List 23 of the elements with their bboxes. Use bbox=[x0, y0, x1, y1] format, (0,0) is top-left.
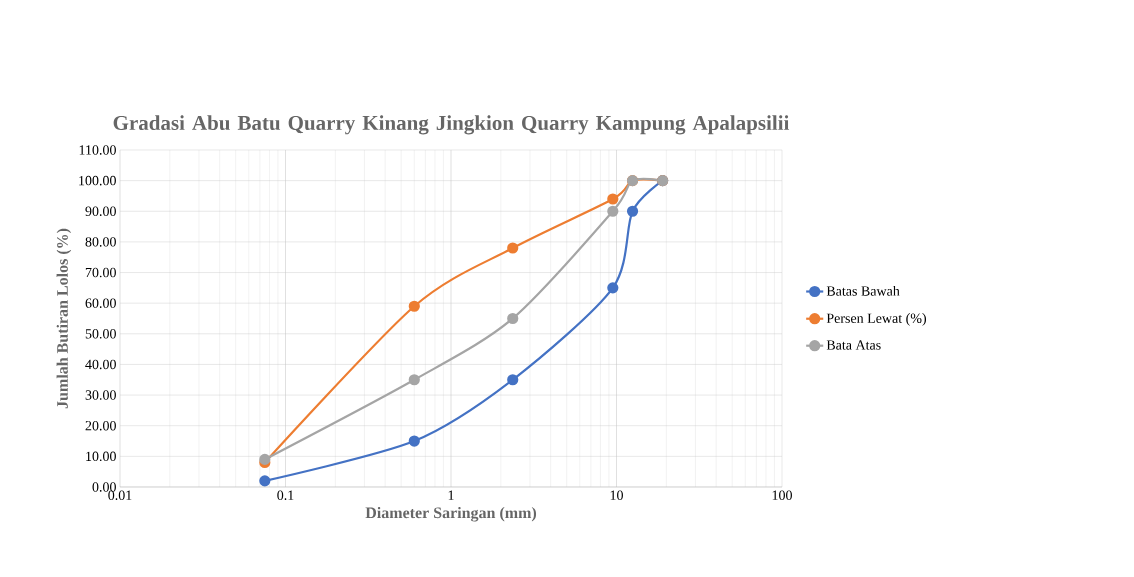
y-tick-label: 20.00 bbox=[85, 420, 116, 431]
legend-label: Batas Bawah bbox=[826, 285, 900, 296]
chart-title: Gradasi Abu Batu Quarry Kinang Jingkion Quarry Kampung Apalapsilii bbox=[113, 115, 790, 135]
x-tick-label: 100 bbox=[772, 490, 792, 500]
y-tick-label: 70.00 bbox=[85, 267, 116, 278]
y-tick-label: 40.00 bbox=[85, 359, 116, 370]
y-tick-label: 30.00 bbox=[85, 390, 116, 400]
y-axis-title: Jumlah Butiran Lolos (%) bbox=[56, 228, 72, 409]
y-tick-label: 50.00 bbox=[85, 329, 116, 339]
y-tick-label: 60.00 bbox=[85, 298, 116, 308]
x-axis-title: Diameter Saringan (mm) bbox=[365, 506, 537, 522]
x-tick-label: 10 bbox=[610, 490, 623, 500]
y-tick-label: 90.00 bbox=[85, 206, 116, 217]
x-tick-label: 1 bbox=[448, 490, 454, 500]
y-tick-label: 0.00 bbox=[92, 482, 116, 492]
y-tick-label: 100.00 bbox=[79, 175, 116, 186]
y-tick-label: 110.00 bbox=[79, 145, 116, 155]
legend-label: Persen Lewat (%) bbox=[826, 313, 927, 326]
x-tick-label: 0.1 bbox=[277, 490, 294, 501]
y-tick-label: 80.00 bbox=[85, 237, 116, 247]
y-tick-label: 10.00 bbox=[86, 451, 116, 462]
legend-label: Bata Atas bbox=[826, 340, 881, 350]
x-tick-label: 0.01 bbox=[108, 490, 132, 501]
